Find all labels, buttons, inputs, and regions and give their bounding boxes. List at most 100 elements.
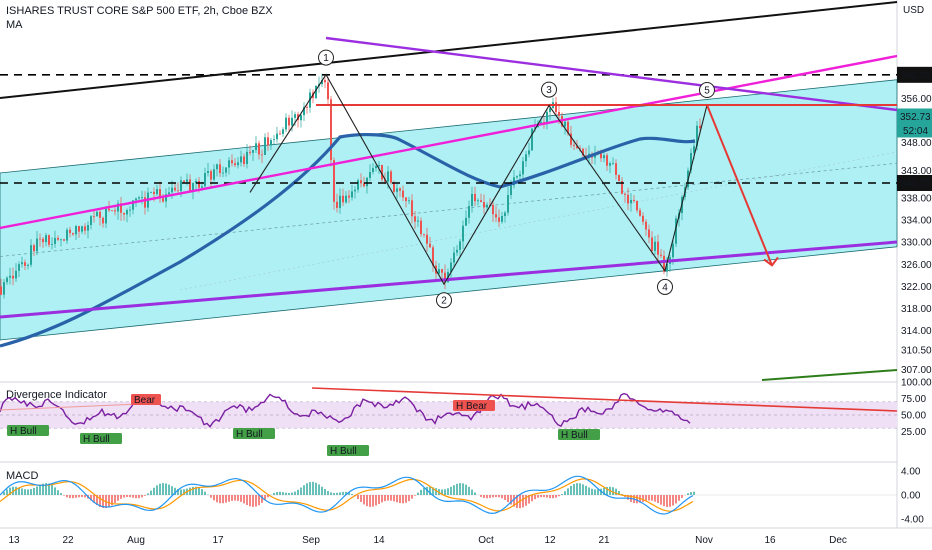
candle (237, 157, 239, 169)
divergence-indicator-label[interactable]: Divergence Indicator (6, 389, 107, 401)
candle (207, 162, 209, 177)
wave-label-5: 5 (704, 86, 710, 97)
candle-body (192, 183, 194, 192)
candle (261, 149, 263, 164)
macd-histogram-bar (45, 483, 47, 495)
candle (36, 230, 38, 256)
candle (615, 159, 617, 180)
oscillator-bear-trendline (311, 387, 898, 412)
wave-label-circle (318, 49, 334, 66)
macd-histogram-bar (78, 495, 80, 498)
candle (216, 163, 218, 177)
divergence-signal-tag (453, 400, 495, 411)
candle-body (504, 212, 506, 217)
upper-black-trendline (0, 1, 898, 99)
oscillator-axis-tick: 100.00 (901, 378, 932, 389)
macd-histogram-bar (225, 495, 227, 503)
candle-body (267, 137, 269, 146)
macd-histogram-bar (312, 481, 314, 495)
macd-histogram-bar (642, 495, 644, 502)
macd-histogram-bar (582, 484, 584, 495)
candle-body (390, 171, 392, 183)
macd-histogram-bar (621, 493, 623, 495)
macd-histogram-bar (69, 495, 71, 499)
candle (516, 175, 518, 180)
macd-histogram-bar (504, 495, 506, 500)
candle-body (663, 255, 665, 272)
macd-histogram-bar (336, 492, 338, 495)
candle (531, 128, 533, 151)
candle-body (87, 225, 89, 231)
candle-body (114, 210, 116, 212)
candle (459, 238, 461, 258)
candle (465, 210, 467, 226)
macd-histogram-bar (492, 495, 494, 498)
candle (195, 178, 197, 190)
moving-average-line (0, 133, 696, 348)
time-axis-tick: 13 (8, 535, 20, 546)
divergence-signal-label: H Bull (83, 434, 110, 445)
candle-body (276, 133, 278, 140)
projection-arrow-line (706, 104, 773, 266)
candle-body (165, 194, 167, 202)
candle (477, 198, 479, 206)
candle-body (180, 180, 182, 192)
macd-histogram-bar (573, 483, 575, 495)
macd-histogram-bar (390, 495, 392, 501)
divergence-signal-tag (558, 429, 600, 440)
candle-body (507, 195, 509, 213)
candle (474, 186, 476, 206)
candle (255, 136, 257, 154)
macd-histogram-bar (213, 495, 215, 501)
macd-histogram-bar (180, 489, 182, 495)
candle-body (126, 210, 128, 215)
macd-histogram-bar (132, 495, 134, 498)
macd-histogram-bar (144, 495, 146, 496)
candle-body (522, 161, 524, 175)
macd-histogram-bar (294, 491, 296, 495)
candle-body (225, 167, 227, 173)
macd-histogram-bar (420, 489, 422, 495)
macd-histogram-bar (297, 489, 299, 495)
macd-histogram-bar (459, 483, 461, 495)
candle-body (366, 177, 368, 187)
candle-body (474, 193, 476, 202)
macd-histogram-bar (141, 495, 143, 498)
candle-body (645, 221, 647, 230)
level-price-tag (897, 66, 932, 83)
candle (648, 224, 650, 244)
candle (102, 216, 104, 228)
candle-body (33, 245, 35, 252)
macd-histogram-bar (396, 495, 398, 503)
macd-histogram-bar (36, 486, 38, 495)
candle (42, 237, 44, 248)
macd-histogram-bar (243, 495, 245, 504)
macd-histogram-bar (489, 495, 491, 498)
macd-histogram-bar (654, 495, 656, 502)
macd-line (0, 475, 694, 515)
macd-label[interactable]: MACD (6, 470, 39, 482)
candle-body (240, 156, 242, 163)
candle-body (393, 182, 395, 192)
candle (423, 233, 425, 238)
macd-histogram-bar (156, 485, 158, 495)
candle-body (432, 247, 434, 266)
candle-body (237, 162, 239, 166)
macd-histogram-bar (321, 486, 323, 495)
candle-body (15, 270, 17, 279)
macd-histogram-bar (444, 489, 446, 495)
macd-histogram-bar (240, 495, 242, 502)
macd-histogram-bar (465, 484, 467, 495)
candle-body (327, 82, 329, 100)
candle-body (123, 212, 125, 215)
ma-indicator-label[interactable]: MA (6, 19, 23, 31)
macd-histogram-bar (54, 487, 56, 495)
macd-histogram-bar (636, 495, 638, 504)
macd-histogram-bar (411, 495, 413, 499)
time-axis-tick: Nov (695, 535, 713, 546)
candle (249, 145, 251, 156)
macd-histogram-bar (111, 495, 113, 506)
macd-histogram-bar (57, 490, 59, 495)
macd-histogram-bar (441, 489, 443, 495)
